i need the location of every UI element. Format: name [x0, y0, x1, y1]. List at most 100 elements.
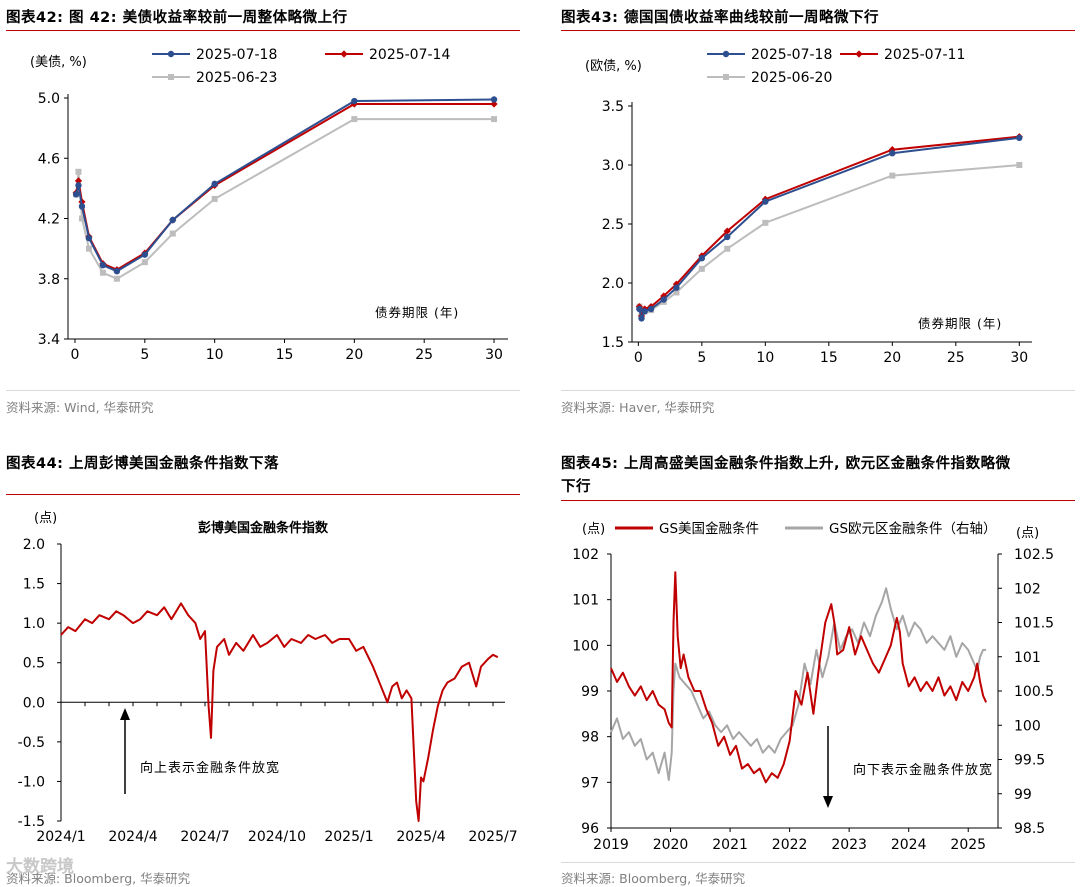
chart-42-source-rule — [6, 390, 520, 391]
x-tick-label: 2025/7 — [468, 829, 517, 845]
data-point — [169, 216, 176, 224]
data-point — [490, 96, 498, 103]
y-tick-label: -1.5 — [18, 814, 45, 830]
x-tick-label: 2025/4 — [396, 829, 445, 845]
y-tick-label: 1.0 — [23, 616, 45, 632]
data-point — [490, 100, 498, 108]
axis-annotation: 向上表示金融条件放宽 — [140, 760, 280, 776]
chart-42-title-rule — [6, 30, 520, 31]
y-tick-label: 0.0 — [23, 695, 45, 711]
unit-label: (点) — [34, 511, 57, 526]
chart-43-source: 资料来源: Haver, 华泰研究 — [561, 400, 715, 415]
left-y-tick-label: 99 — [581, 684, 599, 700]
data-point — [211, 180, 218, 188]
data-point — [211, 195, 218, 202]
legend-marker — [722, 50, 730, 58]
series-line — [638, 164, 1020, 314]
x-tick-label: 0 — [71, 347, 80, 363]
x-tick-label: 2024/7 — [180, 829, 229, 845]
data-point — [762, 198, 769, 205]
axis-annotation: 向下表示金融条件放宽 — [853, 762, 993, 778]
y-tick-label: 3.0 — [602, 158, 624, 174]
legend-entry: GS欧元区金融条件（右轴） — [829, 520, 997, 537]
up-arrow-head — [120, 708, 130, 720]
y-tick-label: 4.6 — [38, 151, 60, 167]
x-tick-label: 2022 — [772, 837, 808, 853]
x-tick-label: 25 — [415, 347, 433, 363]
chart-45-title-line2: 下行 — [561, 479, 591, 495]
chart-43-title: 图表43: 德国国债收益率曲线较前一周略微下行 — [561, 10, 880, 26]
data-point — [85, 234, 93, 242]
data-point — [698, 255, 706, 262]
series-line — [75, 98, 495, 273]
x-tick-label: 2024/10 — [248, 829, 306, 845]
data-point — [351, 116, 358, 123]
legend-entry: 2025-06-23 — [196, 70, 277, 86]
chart-44-source: 资料来源: Bloomberg, 华泰研究 — [6, 871, 191, 886]
axis-annotation: 债券期限 (年) — [375, 305, 459, 320]
data-point — [672, 280, 681, 288]
chart-45-title-rule — [561, 500, 1075, 501]
gs-fci-us-eurozone-chart: 96 97 98 99 100 101 102 98.5 99 99.5 100 100.5 101 10… — [572, 520, 1054, 853]
chart-45-source: 资料来源: Bloomberg, 华泰研究 — [561, 871, 746, 886]
y-tick-label: 3.8 — [38, 272, 60, 288]
x-tick-label: 5 — [697, 350, 706, 366]
x-tick-label: 0 — [634, 350, 643, 366]
x-tick-label: 2021 — [712, 837, 748, 853]
x-tick-label: 2024 — [891, 837, 927, 853]
y-tick-label: 2.5 — [602, 217, 624, 233]
x-tick-label: 20 — [883, 350, 901, 366]
legend-marker — [167, 50, 175, 58]
right-y-tick-label: 102 — [1014, 581, 1041, 597]
x-tick-label: 2025 — [950, 837, 986, 853]
chart-45-source-rule — [561, 862, 1075, 863]
data-point — [141, 251, 149, 258]
legend-marker — [855, 50, 863, 58]
x-tick-label: 10 — [206, 347, 224, 363]
y-tick-label: 3.4 — [38, 332, 60, 348]
data-point — [491, 116, 498, 123]
right-y-tick-label: 100 — [1014, 718, 1041, 734]
series-line — [610, 587, 987, 781]
data-point — [889, 150, 896, 157]
unit-label: (欧债, %) — [585, 59, 642, 74]
data-point — [1016, 134, 1023, 142]
left-y-tick-label: 98 — [581, 730, 599, 746]
unit-label: (美债, %) — [30, 55, 87, 70]
data-point — [647, 305, 655, 313]
legend-marker — [168, 74, 174, 80]
y-tick-label: 2.0 — [602, 276, 624, 292]
watermark-logo: 大数跨境 — [6, 857, 74, 877]
right-y-tick-label: 101.5 — [1014, 616, 1054, 632]
data-point — [636, 305, 643, 313]
x-tick-label: 30 — [1010, 350, 1028, 366]
data-point — [113, 275, 120, 282]
data-point — [75, 182, 82, 189]
chart-42-source: 资料来源: Wind, 华泰研究 — [6, 400, 154, 415]
y-tick-label: 0.5 — [23, 656, 45, 672]
legend-entry: 2025-06-20 — [751, 70, 832, 86]
data-point — [113, 268, 121, 275]
series-line — [60, 602, 499, 822]
data-point — [673, 284, 680, 291]
chart-43-source-rule — [561, 390, 1075, 391]
series-line — [638, 136, 1020, 322]
chart-44-title: 图表44: 上周彭博美国金融条件指数下落 — [6, 456, 280, 472]
y-tick-label: -0.5 — [18, 735, 45, 751]
data-point — [75, 168, 82, 175]
left-y-tick-label: 100 — [572, 638, 599, 654]
left-y-tick-label: 102 — [572, 547, 599, 563]
data-point — [1016, 162, 1023, 168]
data-point — [78, 203, 86, 210]
data-point — [351, 97, 358, 105]
data-point — [141, 259, 148, 266]
data-point — [724, 233, 731, 241]
x-tick-label: 30 — [485, 347, 503, 363]
data-point — [78, 215, 85, 222]
us-treasury-yield-curve-chart: 3.4 3.8 4.2 4.6 5.0 0 5 10 15 20 25 30 (美债, %) 债券期限 (… — [30, 47, 508, 363]
down-arrow-head — [823, 796, 833, 808]
x-tick-label: 2024/4 — [108, 829, 157, 845]
chart-42-title: 图表42: 图 42: 美债收益率较前一周整体略微上行 — [6, 10, 348, 26]
axis-annotation: 债券期限 (年) — [918, 316, 1002, 331]
legend-entry: 2025-07-18 — [751, 47, 832, 63]
